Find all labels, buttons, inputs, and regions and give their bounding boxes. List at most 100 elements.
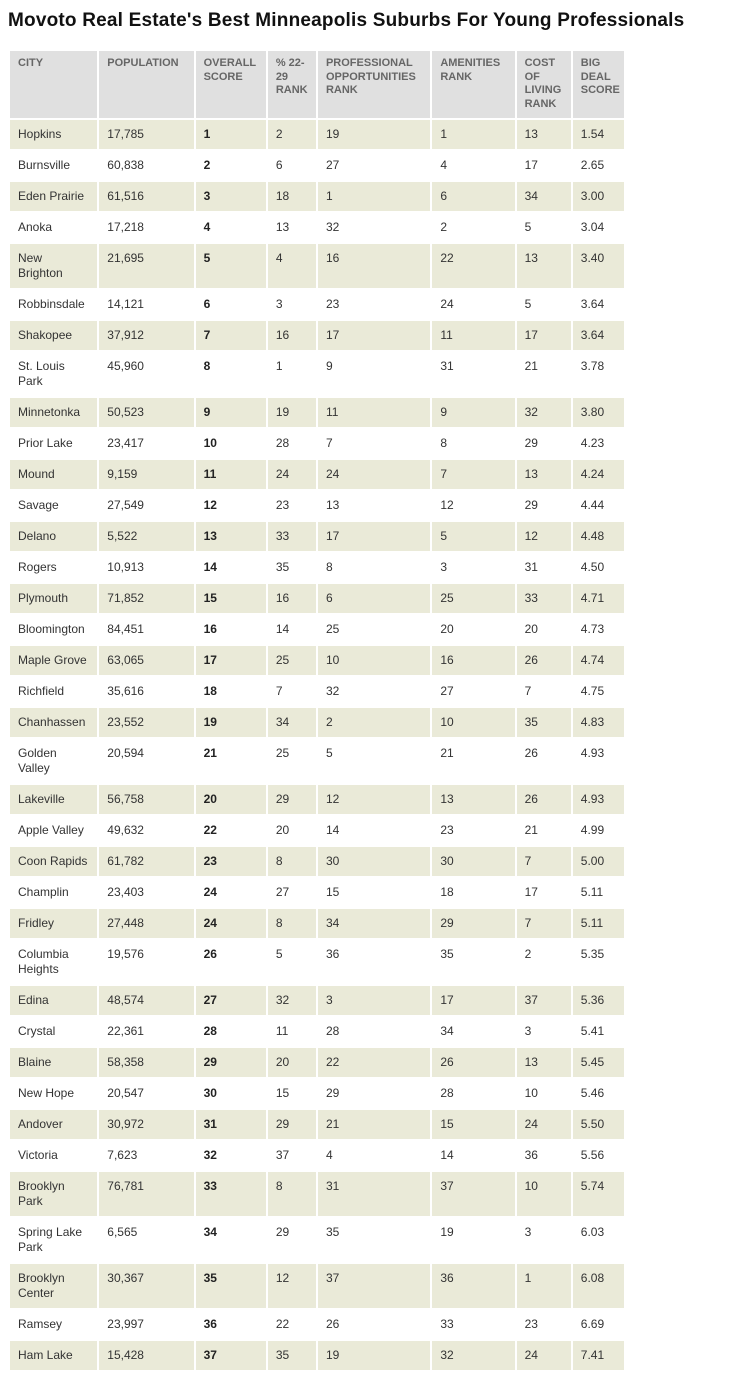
table-cell: 2 — [195, 150, 266, 180]
table-cell: 15 — [317, 877, 431, 907]
city-cell: Plymouth — [10, 583, 98, 613]
city-cell: Apple Valley — [10, 815, 98, 845]
table-cell: 21 — [516, 351, 571, 396]
table-cell: 21 — [195, 738, 266, 783]
table-cell: 11 — [195, 459, 266, 489]
table-cell: 36 — [195, 1309, 266, 1339]
table-cell: 20,594 — [99, 738, 194, 783]
table-cell: 27 — [195, 985, 266, 1015]
table-cell: 17 — [516, 320, 571, 350]
city-cell: Andover — [10, 1109, 98, 1139]
table-cell: 18 — [432, 877, 515, 907]
table-cell: 23 — [317, 289, 431, 319]
table-cell: 7 — [516, 908, 571, 938]
table-cell: 12 — [516, 521, 571, 551]
city-cell: Blaine — [10, 1047, 98, 1077]
table-cell: 8 — [195, 351, 266, 396]
table-cell: 23,997 — [99, 1309, 194, 1339]
table-row: New Hope 20,547 30 15 29 28 10 5.46 — [10, 1078, 624, 1108]
table-cell: 7 — [195, 320, 266, 350]
city-cell: Spring Lake Park — [10, 1217, 98, 1262]
table-row: Mound 9,159 11 24 24 7 13 4.24 — [10, 459, 624, 489]
table-cell: 13 — [516, 459, 571, 489]
table-cell: 61,782 — [99, 846, 194, 876]
table-cell: 4.50 — [572, 552, 624, 582]
page-title: Movoto Real Estate's Best Minneapolis Su… — [8, 10, 685, 31]
table-row: Ramsey 23,997 36 22 26 33 23 6.69 — [10, 1309, 624, 1339]
table-row: Shakopee 37,912 7 16 17 11 17 3.64 — [10, 320, 624, 350]
city-cell: New Brighton — [10, 243, 98, 288]
table-cell: 14 — [432, 1140, 515, 1170]
table-row: Savage 27,549 12 23 13 12 29 4.44 — [10, 490, 624, 520]
table-cell: 18 — [267, 181, 316, 211]
table-cell: 16 — [317, 243, 431, 288]
table-cell: 30,972 — [99, 1109, 194, 1139]
table-cell: 5.56 — [572, 1140, 624, 1170]
table-cell: 5 — [516, 212, 571, 242]
suburbs-ranking-table: CITY POPULATION OVERALL SCORE% 22-29 RANK P… — [8, 49, 626, 1372]
column-header: PROFESSIONAL OPPORTUNITIES RANK — [317, 50, 431, 118]
table-cell: 35 — [516, 707, 571, 737]
table-cell: 2 — [432, 212, 515, 242]
table-cell: 24 — [432, 289, 515, 319]
table-cell: 35 — [195, 1263, 266, 1308]
table-cell: 21 — [432, 738, 515, 783]
city-cell: Victoria — [10, 1140, 98, 1170]
table-cell: 37,912 — [99, 320, 194, 350]
table-cell: 17,218 — [99, 212, 194, 242]
table-cell: 24 — [195, 877, 266, 907]
table-cell: 36 — [317, 939, 431, 984]
table-cell: 6.69 — [572, 1309, 624, 1339]
table-cell: 5.11 — [572, 877, 624, 907]
city-cell: Mound — [10, 459, 98, 489]
table-row: Robbinsdale 14,121 6 3 23 24 5 3.64 — [10, 289, 624, 319]
table-row: Plymouth 71,852 15 16 6 25 33 4.71 — [10, 583, 624, 613]
city-cell: Burnsville — [10, 150, 98, 180]
city-cell: Bloomington — [10, 614, 98, 644]
table-cell: 17 — [516, 877, 571, 907]
table-cell: 4.23 — [572, 428, 624, 458]
table-cell: 4.83 — [572, 707, 624, 737]
column-header: % 22-29 RANK — [267, 50, 316, 118]
table-cell: 3.04 — [572, 212, 624, 242]
table-cell: 3.00 — [572, 181, 624, 211]
table-cell: 14 — [267, 614, 316, 644]
table-cell: 13 — [195, 521, 266, 551]
table-cell: 30 — [317, 846, 431, 876]
table-cell: 31 — [317, 1171, 431, 1216]
table-cell: 13 — [267, 212, 316, 242]
table-cell: 33 — [432, 1309, 515, 1339]
table-cell: 15 — [267, 1078, 316, 1108]
table-cell: 23 — [267, 490, 316, 520]
table-cell: 37 — [432, 1171, 515, 1216]
city-cell: Chanhassen — [10, 707, 98, 737]
table-cell: 33 — [516, 583, 571, 613]
table-row: Crystal 22,361 28 11 28 34 3 5.41 — [10, 1016, 624, 1046]
city-cell: Columbia Heights — [10, 939, 98, 984]
table-cell: 32 — [317, 676, 431, 706]
city-cell: Brooklyn Center — [10, 1263, 98, 1308]
city-cell: Ramsey — [10, 1309, 98, 1339]
table-cell: 2 — [267, 119, 316, 149]
table-cell: 8 — [267, 846, 316, 876]
column-header: CITY — [10, 50, 98, 118]
table-cell: 4.44 — [572, 490, 624, 520]
table-cell: 5.50 — [572, 1109, 624, 1139]
table-cell: 6,565 — [99, 1217, 194, 1262]
table-row: Brooklyn Park 76,781 33 8 31 37 10 5.74 — [10, 1171, 624, 1216]
city-cell: Crystal — [10, 1016, 98, 1046]
table-cell: 13 — [317, 490, 431, 520]
table-cell: 5 — [267, 939, 316, 984]
table-cell: 4 — [432, 150, 515, 180]
table-cell: 3 — [317, 985, 431, 1015]
table-cell: 15 — [432, 1109, 515, 1139]
table-cell: 27,448 — [99, 908, 194, 938]
city-cell: Maple Grove — [10, 645, 98, 675]
table-cell: 23,417 — [99, 428, 194, 458]
table-cell: 10 — [317, 645, 431, 675]
column-header: OVERALL SCORE — [195, 50, 266, 118]
table-cell: 29 — [317, 1078, 431, 1108]
table-cell: 20 — [267, 1047, 316, 1077]
table-cell: 37 — [317, 1263, 431, 1308]
table-cell: 19 — [267, 397, 316, 427]
